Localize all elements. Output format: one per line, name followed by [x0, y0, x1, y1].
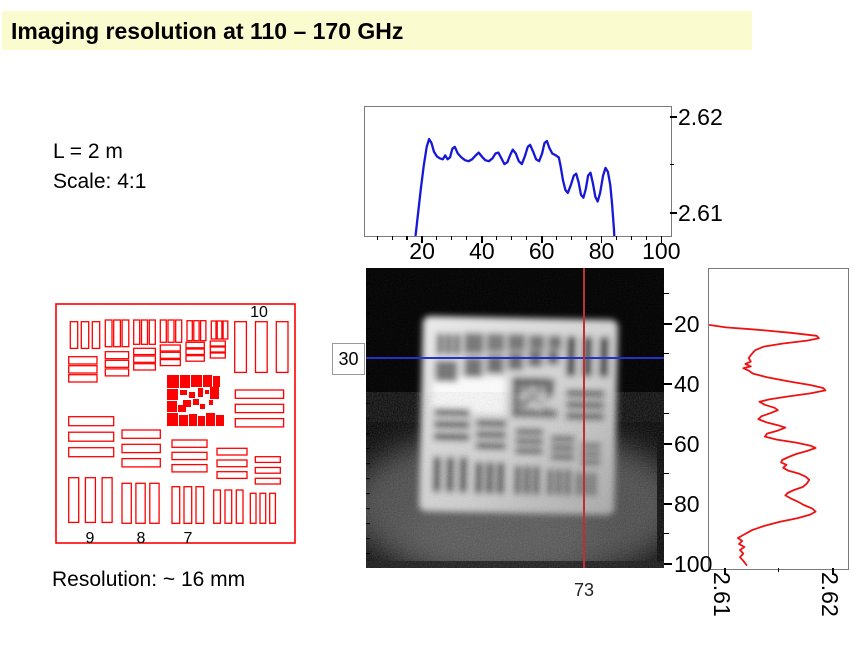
top-plot-x-tick-label: 100 — [642, 238, 681, 264]
row-cursor-value: 30 — [338, 348, 359, 369]
top-plot-x-tick — [600, 236, 603, 243]
image-y-tick-label: 20 — [674, 311, 700, 337]
mmw-image-render — [366, 268, 664, 568]
vertical-profile-plot — [708, 268, 849, 570]
image-y-tick — [664, 353, 669, 355]
top-plot-x-tick — [570, 236, 572, 240]
pattern-group-label: 9 — [86, 530, 95, 547]
top-plot-x-tick — [511, 236, 513, 240]
image-y-tick — [664, 293, 669, 295]
top-plot-y-tick-label: 2.61 — [678, 200, 723, 226]
scale-note: Scale: 4:1 — [53, 170, 147, 193]
top-plot-x-tick — [436, 236, 438, 240]
top-plot-x-tick — [630, 236, 632, 240]
right-plot-x-minor-tick — [778, 568, 780, 572]
top-plot-x-tick-label: 40 — [469, 238, 495, 264]
slide-title: Imaging resolution at 110 – 170 GHz — [11, 18, 404, 44]
top-plot-x-tick — [660, 236, 663, 243]
top-plot-y-tick — [670, 116, 677, 118]
top-plot-y-minor-tick — [670, 164, 674, 166]
top-plot-x-tick — [406, 236, 408, 240]
top-plot-x-tick — [541, 236, 543, 243]
top-plot-x-tick — [496, 236, 498, 240]
row-cursor-line[interactable] — [366, 357, 664, 359]
image-y-tick — [664, 503, 672, 505]
resolution-test-pattern: 10 9 8 7 — [55, 303, 296, 547]
right-plot-x-tick-label: 2.61 — [709, 572, 735, 617]
horizontal-profile-curve — [414, 137, 616, 236]
image-y-tick — [664, 413, 669, 415]
image-y-tick-label: 40 — [674, 371, 700, 397]
mmw-image — [366, 268, 664, 568]
top-plot-x-tick — [555, 236, 558, 240]
image-y-tick — [664, 563, 672, 565]
image-y-tick — [664, 383, 672, 385]
image-y-tick — [664, 473, 669, 475]
top-plot-x-tick-label: 80 — [588, 238, 615, 264]
row-cursor-value-box[interactable]: 30 — [332, 343, 365, 375]
top-plot-x-tick — [391, 236, 393, 240]
resolution-note: Resolution: ~ 16 mm — [52, 568, 246, 591]
top-plot-x-tick — [585, 236, 587, 240]
top-plot-y-tick — [670, 212, 677, 214]
vertical-profile-curve — [709, 324, 827, 566]
right-plot-x-tick — [724, 568, 726, 575]
col-cursor-line[interactable] — [583, 268, 585, 568]
right-plot-x-tick — [832, 568, 834, 575]
slide-title-band: Imaging resolution at 110 – 170 GHz — [2, 11, 752, 50]
top-plot-y-tick-label: 2.62 — [678, 104, 723, 130]
pattern-group-label: 7 — [184, 530, 193, 547]
pattern-group-label: 10 — [250, 304, 268, 321]
image-y-tick-label: 100 — [674, 551, 713, 577]
top-plot-x-tick — [451, 236, 453, 240]
pattern-group-label: 8 — [137, 530, 146, 547]
top-plot-x-tick-label: 20 — [409, 238, 435, 264]
image-y-tick-label: 80 — [674, 491, 700, 517]
col-cursor-value: 73 — [573, 580, 595, 600]
top-plot-x-tick-label: 60 — [528, 238, 555, 264]
distance-note: L = 2 m — [53, 140, 123, 163]
top-plot-x-tick — [376, 236, 378, 240]
image-y-tick — [664, 323, 672, 325]
top-plot-x-tick — [466, 236, 468, 240]
horizontal-profile-plot — [364, 106, 672, 237]
right-plot-x-tick-label: 2.62 — [817, 572, 843, 617]
top-plot-x-tick — [645, 236, 647, 240]
image-y-tick — [664, 443, 672, 445]
top-plot-x-tick — [421, 236, 423, 243]
top-plot-x-tick — [526, 236, 528, 240]
image-y-tick — [664, 533, 669, 535]
top-plot-x-tick — [615, 236, 617, 240]
top-plot-x-tick — [481, 236, 483, 243]
image-y-tick-label: 60 — [674, 431, 700, 457]
